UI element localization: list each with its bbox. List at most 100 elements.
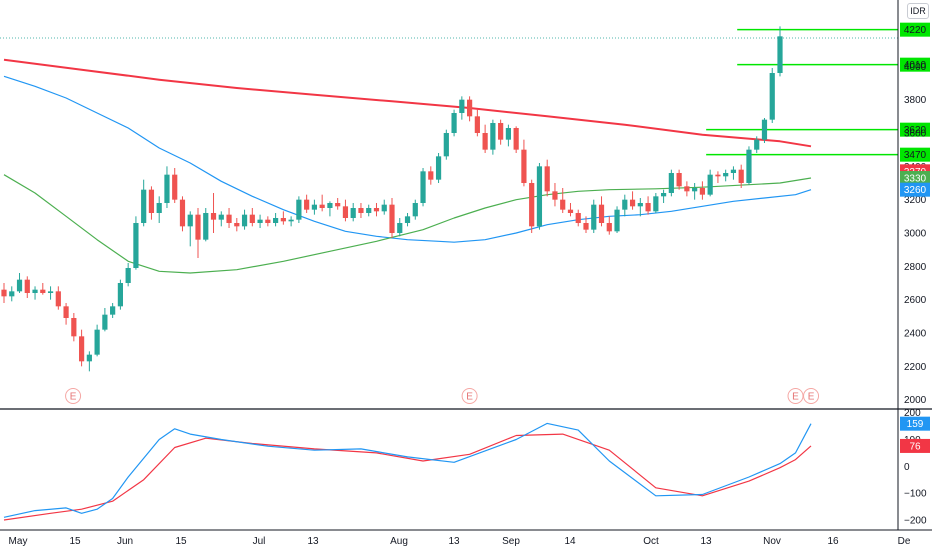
candle[interactable] <box>86 351 92 372</box>
candle[interactable] <box>71 313 77 342</box>
candle[interactable] <box>715 171 721 183</box>
candle[interactable] <box>16 273 23 293</box>
candle[interactable] <box>381 199 387 215</box>
candle[interactable] <box>668 169 674 197</box>
candle[interactable] <box>505 124 511 147</box>
candle[interactable] <box>172 168 178 203</box>
candle[interactable] <box>459 96 465 120</box>
candle[interactable] <box>187 211 193 247</box>
candle[interactable] <box>226 208 232 228</box>
candle[interactable] <box>257 214 263 228</box>
candle[interactable] <box>560 188 566 213</box>
candle[interactable] <box>567 203 574 217</box>
candle[interactable] <box>125 263 131 287</box>
candle[interactable] <box>164 166 170 208</box>
candle[interactable] <box>1 283 7 303</box>
candle[interactable] <box>676 169 682 190</box>
candle[interactable] <box>513 126 519 153</box>
candle[interactable] <box>428 166 434 185</box>
candle[interactable] <box>117 279 123 310</box>
candle[interactable] <box>195 208 201 258</box>
candle[interactable] <box>327 201 333 217</box>
candle[interactable] <box>435 153 442 183</box>
candle[interactable] <box>373 203 380 217</box>
candle[interactable] <box>156 196 162 223</box>
earnings-event-marker[interactable]: E <box>461 388 478 404</box>
candle[interactable] <box>482 124 488 153</box>
candle[interactable] <box>79 329 85 367</box>
candle[interactable] <box>606 216 612 235</box>
candle[interactable] <box>47 286 54 300</box>
candle[interactable] <box>63 303 69 325</box>
candle[interactable] <box>738 164 744 188</box>
candle[interactable] <box>288 216 294 227</box>
candle[interactable] <box>521 139 527 187</box>
candle[interactable] <box>637 198 643 217</box>
candle[interactable] <box>304 194 310 213</box>
candle[interactable] <box>684 181 690 197</box>
candle[interactable] <box>94 324 100 357</box>
candle[interactable] <box>342 199 349 222</box>
candle[interactable] <box>203 208 209 242</box>
candle[interactable] <box>707 169 713 197</box>
candle[interactable] <box>350 203 356 222</box>
currency-badge[interactable]: IDR <box>907 3 929 19</box>
candle[interactable] <box>32 286 38 300</box>
candle[interactable] <box>443 129 449 160</box>
candle[interactable] <box>622 194 628 217</box>
candle[interactable] <box>412 199 418 220</box>
candle[interactable] <box>692 183 698 200</box>
candle[interactable] <box>397 218 403 237</box>
candle[interactable] <box>404 213 411 227</box>
candle[interactable] <box>249 208 255 227</box>
candle[interactable] <box>319 194 325 212</box>
candle[interactable] <box>389 198 395 238</box>
candle[interactable] <box>614 206 620 233</box>
candle[interactable] <box>591 199 597 233</box>
candle[interactable] <box>210 193 217 233</box>
candle[interactable] <box>24 276 30 298</box>
candle[interactable] <box>296 196 302 223</box>
candle[interactable] <box>661 189 667 203</box>
candle[interactable] <box>769 68 775 123</box>
candle[interactable] <box>699 181 705 200</box>
candle[interactable] <box>575 209 581 227</box>
candle[interactable] <box>273 213 279 227</box>
earnings-event-marker[interactable]: E <box>65 388 82 404</box>
candle[interactable] <box>498 119 504 145</box>
candle[interactable] <box>474 109 480 137</box>
candle[interactable] <box>598 196 605 227</box>
candle[interactable] <box>218 211 224 227</box>
candle[interactable] <box>420 168 426 207</box>
candle[interactable] <box>746 146 752 185</box>
candle[interactable] <box>280 211 286 225</box>
candle[interactable] <box>467 96 473 122</box>
candle[interactable] <box>55 286 61 310</box>
candle[interactable] <box>141 179 147 227</box>
candle[interactable] <box>645 196 651 215</box>
candle[interactable] <box>241 209 248 230</box>
candle[interactable] <box>311 199 317 215</box>
candle[interactable] <box>102 308 108 332</box>
candle[interactable] <box>110 303 116 318</box>
candle[interactable] <box>629 191 636 210</box>
earnings-event-marker[interactable]: E <box>803 388 820 404</box>
candle[interactable] <box>529 179 535 233</box>
candle[interactable] <box>366 204 372 217</box>
candle[interactable] <box>536 163 543 230</box>
candle[interactable] <box>544 159 550 197</box>
candle[interactable] <box>265 216 271 227</box>
candle[interactable] <box>358 203 364 218</box>
candle[interactable] <box>777 26 783 77</box>
candle[interactable] <box>761 118 768 143</box>
candle[interactable] <box>133 216 139 270</box>
candle[interactable] <box>335 198 341 210</box>
candle[interactable] <box>552 183 558 207</box>
earnings-event-marker[interactable]: E <box>787 388 804 404</box>
candle[interactable] <box>730 166 737 180</box>
candle[interactable] <box>583 216 589 233</box>
candle[interactable] <box>653 193 659 213</box>
candle[interactable] <box>723 169 729 182</box>
